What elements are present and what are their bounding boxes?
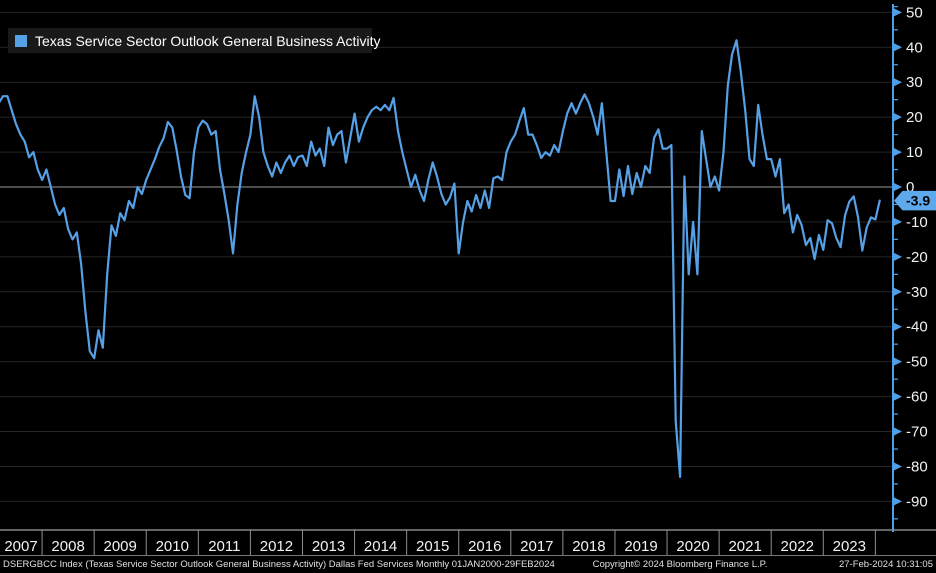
y-tick-label: 20 [906, 109, 923, 126]
legend[interactable]: Texas Service Sector Outlook General Bus… [8, 28, 380, 53]
y-minor-tick [893, 378, 898, 380]
x-tick-label: 2010 [156, 538, 189, 555]
y-tick-label: 40 [906, 39, 923, 56]
y-tick-arrow [893, 252, 902, 262]
x-tick-label: 2011 [208, 538, 240, 555]
y-tick-arrow [893, 182, 902, 192]
x-tick-label: 2021 [728, 538, 761, 555]
last-value-tag [894, 190, 936, 211]
y-tick-label: 30 [906, 74, 923, 91]
x-tick-label: 2022 [781, 538, 814, 555]
y-tick-arrow [893, 42, 902, 52]
x-tick-label: 2008 [51, 538, 84, 555]
y-tick-label: -10 [906, 214, 928, 231]
y-minor-tick [893, 203, 898, 206]
x-tick-label: 2018 [572, 538, 605, 555]
y-tick-arrow [893, 461, 902, 471]
y-minor-tick [893, 168, 898, 171]
y-tick-label: -40 [906, 319, 928, 336]
x-tick-label: 2023 [833, 538, 866, 555]
legend-swatch-icon [15, 34, 27, 47]
y-minor-tick [893, 343, 898, 345]
x-tick-label: 2019 [624, 538, 657, 555]
x-tick-label: 2013 [312, 538, 345, 555]
y-minor-tick [893, 308, 898, 310]
y-tick-arrow [893, 112, 902, 122]
footer: DSERGBCC Index (Texas Service Sector Out… [0, 557, 936, 573]
y-tick-label: -70 [906, 424, 928, 441]
y-tick-label: -60 [906, 389, 928, 406]
footer-copyright: Copyright© 2024 Bloomberg Finance L.P. [592, 559, 768, 570]
y-tick-label: -90 [906, 493, 928, 510]
y-tick-arrow [893, 427, 902, 437]
x-tick-label: 2012 [260, 538, 293, 555]
y-tick-arrow [893, 77, 902, 87]
y-minor-tick [893, 518, 898, 520]
legend-label: Texas Service Sector Outlook General Bus… [35, 32, 381, 49]
y-minor-tick [893, 6, 898, 8]
y-minor-tick [893, 448, 898, 450]
y-tick-arrow [893, 147, 902, 157]
y-tick-arrow [893, 287, 902, 297]
y-minor-tick [893, 273, 898, 275]
footer-security-description: DSERGBCC Index (Texas Service Sector Out… [3, 559, 555, 570]
y-tick-label: 0 [906, 179, 914, 196]
y-tick-arrow [893, 496, 902, 506]
x-tick-label: 2017 [520, 538, 553, 555]
y-tick-label: 50 [906, 4, 923, 21]
series-line[interactable] [0, 39, 881, 478]
y-tick-arrow [893, 7, 902, 17]
chart-svg[interactable]: 2007 2008 2009 2010 2011 2012 2013 2014 2015 2016… [0, 0, 936, 556]
y-tick-label: -30 [906, 284, 928, 301]
footer-timestamp: 27-Feb-2024 10:31:05 [838, 559, 933, 570]
y-minor-tick [893, 64, 898, 66]
x-tick-label: 2014 [364, 538, 397, 555]
y-tick-arrow [893, 217, 902, 227]
x-tick-label: 2007 [4, 538, 37, 555]
y-minor-tick [893, 134, 898, 136]
y-tick-label: -50 [906, 354, 928, 371]
y-minor-tick [893, 483, 898, 485]
y-minor-tick [893, 413, 898, 415]
y-tick-label: 10 [906, 144, 923, 161]
x-tick-label: 2015 [416, 538, 449, 555]
y-tick-arrow [893, 392, 902, 402]
y-minor-tick [893, 238, 898, 240]
y-minor-tick [893, 29, 898, 31]
y-tick-label: -20 [906, 249, 928, 266]
y-tick-arrow [893, 357, 902, 367]
x-tick-label: 2020 [676, 538, 709, 555]
last-value-label: -3.9 [906, 193, 930, 209]
x-tick-label: 2016 [468, 538, 501, 555]
y-minor-tick [893, 99, 898, 101]
y-tick-label: -80 [906, 458, 928, 475]
x-tick-label: 2009 [104, 538, 137, 555]
y-tick-arrow [893, 322, 902, 332]
